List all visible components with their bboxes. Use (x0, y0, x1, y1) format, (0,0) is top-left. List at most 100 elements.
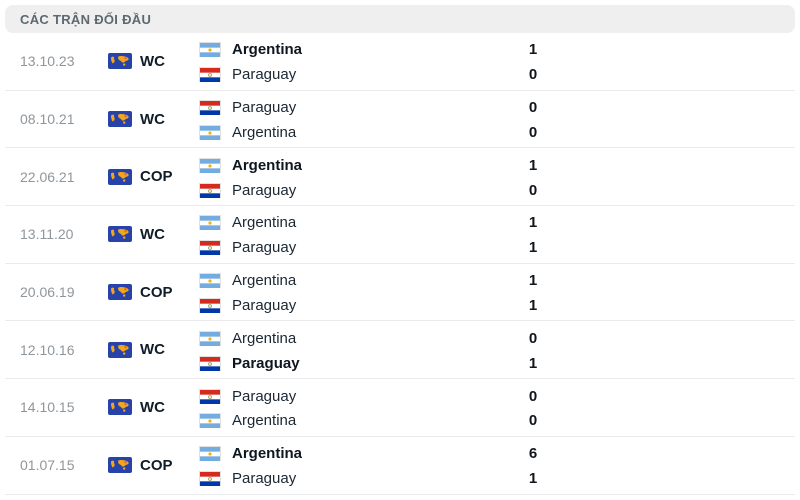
match-list: 13.10.23 WC Argentina 1 Parag (5, 33, 795, 495)
match-row[interactable]: 12.10.16 WC Argentina 0 Parag (5, 321, 795, 380)
away-team-name: Paraguay (232, 354, 300, 372)
competition-cell: WC (108, 206, 200, 263)
section-title: CÁC TRẬN ĐỐI ĐẦU (20, 11, 152, 27)
away-team-score: 1 (528, 470, 538, 488)
away-team-line: Argentina 0 (200, 123, 795, 143)
match-date: 13.10.23 (20, 53, 75, 70)
competition-label: COP (140, 283, 173, 301)
home-team-score: 1 (528, 272, 538, 290)
world-map-competition-icon (108, 226, 132, 243)
home-team-line: Argentina 1 (200, 155, 795, 175)
home-team-score: 1 (528, 214, 538, 232)
home-team-name: Argentina (232, 445, 303, 463)
home-team-line: Paraguay 0 (200, 98, 795, 118)
world-map-competition-icon (108, 457, 132, 474)
world-map-competition-icon (108, 341, 132, 358)
away-team-line: Paraguay 1 (200, 353, 795, 373)
away-team-name: Argentina (232, 123, 297, 141)
competition-label: WC (140, 398, 165, 416)
competition-cell: COP (108, 264, 200, 321)
match-row[interactable]: 20.06.19 COP Argentina 1 Para (5, 263, 795, 322)
away-team-score: 0 (528, 123, 538, 141)
match-row[interactable]: 13.10.23 WC Argentina 1 Parag (5, 33, 795, 91)
home-team-name: Argentina (232, 272, 297, 290)
home-team-name: Argentina (232, 156, 303, 174)
away-team-line: Paraguay 1 (200, 469, 795, 489)
argentina-flag-icon (200, 216, 220, 231)
argentina-flag-icon (200, 125, 220, 140)
competition-cell: WC (108, 91, 200, 148)
world-map-competition-icon (108, 399, 132, 416)
match-date: 13.11.20 (20, 226, 74, 243)
argentina-flag-icon (200, 158, 220, 173)
away-team-score: 1 (528, 354, 538, 372)
home-team-name: Argentina (232, 214, 297, 232)
home-team-name: Paraguay (232, 387, 297, 405)
match-row[interactable]: 14.10.15 WC Paraguay 0 Argent (5, 379, 795, 437)
competition-cell: WC (108, 33, 200, 90)
paraguay-flag-icon (200, 356, 220, 371)
home-team-score: 0 (528, 387, 538, 405)
teams-cell: Argentina 6 Paraguay 1 (200, 437, 795, 494)
home-team-line: Argentina 6 (200, 444, 795, 464)
home-team-score: 1 (528, 156, 538, 174)
teams-cell: Argentina 0 Paraguay 1 (200, 321, 795, 378)
paraguay-flag-icon (200, 299, 220, 314)
match-date: 08.10.21 (20, 111, 75, 128)
competition-label: WC (140, 225, 165, 243)
away-team-line: Paraguay 0 (200, 180, 795, 200)
argentina-flag-icon (200, 274, 220, 289)
competition-label: WC (140, 341, 165, 359)
home-team-name: Argentina (232, 329, 297, 347)
world-map-competition-icon (108, 168, 132, 185)
away-team-score: 1 (528, 297, 538, 315)
competition-label: WC (140, 110, 165, 128)
match-row[interactable]: 01.07.15 COP Argentina 6 Para (5, 436, 795, 495)
away-team-name: Argentina (232, 412, 297, 430)
match-row[interactable]: 13.11.20 WC Argentina 1 Parag (5, 206, 795, 264)
home-team-score: 6 (528, 445, 538, 463)
home-team-score: 1 (528, 41, 538, 59)
world-map-competition-icon (108, 284, 132, 301)
argentina-flag-icon (200, 447, 220, 462)
home-team-score: 0 (528, 329, 538, 347)
teams-cell: Paraguay 0 Argentina 0 (200, 91, 795, 148)
match-date: 14.10.15 (20, 399, 75, 416)
match-date: 01.07.15 (20, 457, 75, 474)
home-team-line: Argentina 1 (200, 213, 795, 233)
match-row[interactable]: 22.06.21 COP Argentina 1 Para (5, 148, 795, 207)
competition-cell: WC (108, 379, 200, 436)
paraguay-flag-icon (200, 101, 220, 116)
home-team-score: 0 (528, 99, 538, 117)
argentina-flag-icon (200, 43, 220, 58)
away-team-score: 1 (528, 239, 538, 257)
competition-label: WC (140, 52, 165, 70)
argentina-flag-icon (200, 414, 220, 429)
away-team-score: 0 (528, 412, 538, 430)
home-team-line: Paraguay 0 (200, 386, 795, 406)
match-date: 20.06.19 (20, 284, 75, 301)
away-team-line: Paraguay 1 (200, 296, 795, 316)
teams-cell: Argentina 1 Paraguay 0 (200, 33, 795, 90)
section-header: CÁC TRẬN ĐỐI ĐẦU (5, 5, 795, 33)
competition-label: COP (140, 168, 173, 186)
away-team-score: 0 (528, 66, 538, 84)
home-team-line: Argentina 1 (200, 271, 795, 291)
world-map-competition-icon (108, 111, 132, 128)
teams-cell: Argentina 1 Paraguay 1 (200, 264, 795, 321)
away-team-name: Paraguay (232, 239, 297, 257)
competition-label: COP (140, 456, 173, 474)
away-team-score: 0 (528, 181, 538, 199)
teams-cell: Paraguay 0 Argentina 0 (200, 379, 795, 436)
competition-cell: COP (108, 437, 200, 494)
away-team-name: Paraguay (232, 66, 297, 84)
home-team-line: Argentina 1 (200, 40, 795, 60)
match-date: 22.06.21 (20, 168, 75, 185)
paraguay-flag-icon (200, 241, 220, 256)
world-map-competition-icon (108, 53, 132, 70)
paraguay-flag-icon (200, 472, 220, 487)
match-row[interactable]: 08.10.21 WC Paraguay 0 Argent (5, 90, 795, 149)
away-team-name: Paraguay (232, 181, 297, 199)
match-date: 12.10.16 (20, 341, 75, 358)
away-team-line: Paraguay 0 (200, 65, 795, 85)
